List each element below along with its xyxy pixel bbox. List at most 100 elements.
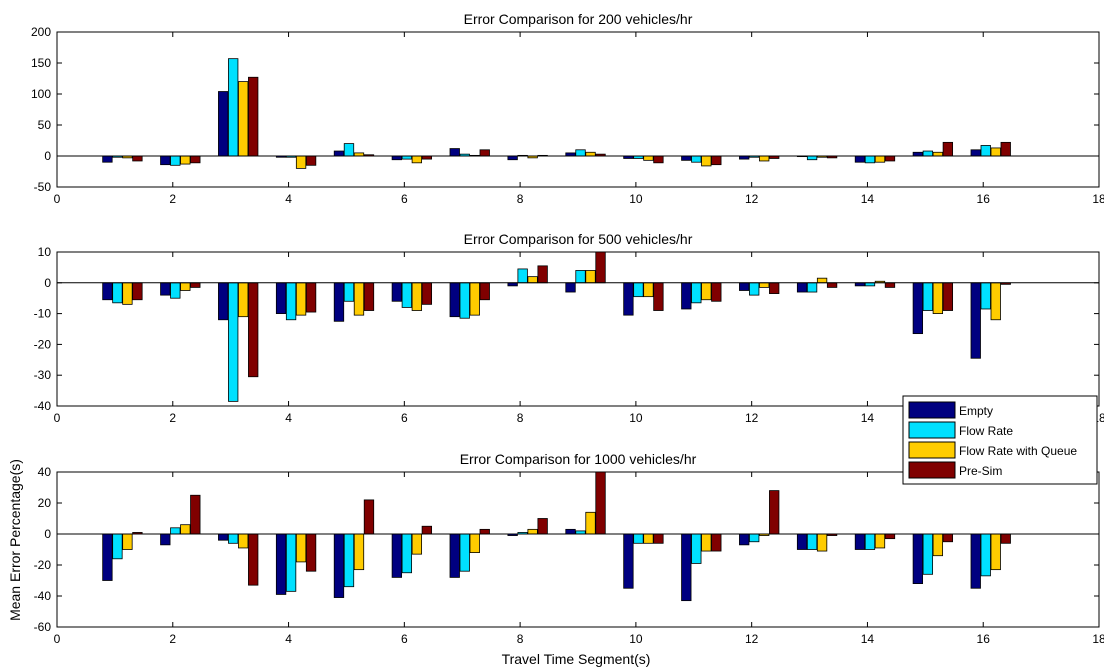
bar-flow-rate-with-queue-seg-4: [295, 155, 307, 169]
bar-empty-seg-9: [565, 282, 576, 293]
x-tick-label: 12: [745, 192, 759, 206]
y-tick-label: 200: [31, 25, 51, 39]
x-tick-label: 8: [517, 411, 524, 425]
y-axis-label: Mean Error Percentage(s): [7, 459, 23, 621]
chart-title: Error Comparison for 200 vehicles/hr: [464, 11, 693, 27]
x-tick-label: 0: [54, 192, 61, 206]
x-tick-label: 2: [169, 411, 176, 425]
bar-flow-rate-seg-5: [343, 282, 355, 302]
bar-flow-rate-seg-13: [806, 155, 818, 161]
bar-empty-seg-14: [854, 155, 866, 163]
bar-pre-sim-seg-3: [248, 282, 259, 378]
bar-flow-rate-seg-5: [343, 533, 355, 588]
bar-flow-rate-with-queue-seg-7: [469, 282, 480, 316]
x-tick-label: 14: [861, 192, 875, 206]
legend-swatch: [908, 421, 956, 439]
chart-panel-1: Error Comparison for 200 vehicles/hr 0 2 4 6…: [31, 11, 1104, 206]
bar-empty-seg-14: [854, 533, 866, 550]
bar-flow-rate-with-queue-seg-11: [701, 533, 712, 552]
bar-flow-rate-seg-14: [864, 155, 876, 164]
bar-flow-rate-seg-11: [691, 533, 702, 564]
x-tick-label: 8: [517, 192, 524, 206]
bar-flow-rate-seg-6: [401, 533, 413, 574]
bar-flow-rate-with-queue-seg-4: [295, 533, 307, 563]
bar-empty-seg-8: [507, 155, 518, 161]
y-tick-label: -40: [34, 399, 52, 413]
bar-pre-sim-seg-4: [305, 155, 317, 166]
bar-empty-seg-15: [912, 533, 924, 584]
bar-flow-rate-with-queue-seg-12: [759, 282, 770, 288]
bar-empty-seg-2: [160, 155, 171, 166]
bar-pre-sim-seg-15: [942, 533, 954, 543]
bar-flow-rate-with-queue-seg-6: [411, 533, 423, 555]
bar-pre-sim-seg-2: [190, 155, 201, 164]
bar-empty-seg-16: [970, 149, 981, 157]
bar-flow-rate-with-queue-seg-2: [180, 282, 191, 291]
bar-pre-sim-seg-8: [537, 518, 548, 535]
bar-pre-sim-seg-15: [942, 282, 954, 311]
bar-empty-seg-13: [796, 533, 808, 550]
bar-empty-seg-5: [333, 533, 345, 598]
x-tick-label: 6: [401, 632, 408, 646]
y-tick-label: 50: [38, 118, 52, 132]
bar-flow-rate-seg-2: [170, 282, 181, 299]
bar-empty-seg-16: [970, 533, 981, 589]
bar-empty-seg-2: [160, 533, 171, 546]
bar-flow-rate-seg-8: [517, 268, 528, 284]
legend-swatch: [908, 461, 956, 479]
bar-flow-rate-with-queue-seg-10: [643, 282, 654, 298]
bar-pre-sim-seg-6: [421, 282, 433, 305]
x-tick-label: 18: [1092, 411, 1104, 425]
x-tick-label: 12: [745, 632, 759, 646]
bar-empty-seg-10: [623, 533, 634, 589]
bar-flow-rate-with-queue-seg-16: [990, 147, 1001, 157]
bar-flow-rate-with-queue-seg-2: [180, 155, 191, 165]
bar-flow-rate-seg-13: [806, 282, 818, 293]
bar-flow-rate-seg-1: [112, 533, 123, 560]
y-tick-label: -30: [34, 368, 52, 382]
bar-flow-rate-seg-4: [285, 282, 297, 321]
bar-pre-sim-seg-4: [305, 282, 317, 313]
bar-empty-seg-1: [102, 155, 113, 163]
bar-flow-rate-with-queue-seg-8: [527, 528, 538, 535]
bar-empty-seg-10: [623, 282, 634, 316]
bar-flow-rate-seg-10: [633, 282, 644, 298]
x-tick-label: 2: [169, 192, 176, 206]
bar-empty-seg-4: [275, 282, 287, 314]
bar-flow-rate-seg-13: [806, 533, 818, 550]
bar-empty-seg-3: [218, 282, 229, 321]
bar-pre-sim-seg-6: [421, 525, 433, 535]
y-tick-label: 40: [38, 465, 52, 479]
bar-pre-sim-seg-11: [711, 533, 722, 552]
y-tick-label: -20: [34, 337, 52, 351]
x-tick-label: 12: [745, 411, 759, 425]
legend-label: Pre-Sim: [959, 464, 1002, 478]
bar-empty-seg-15: [912, 282, 924, 335]
bar-pre-sim-seg-12: [769, 490, 780, 535]
chart-title: Error Comparison for 1000 vehicles/hr: [460, 451, 697, 467]
bar-flow-rate-seg-15: [922, 533, 934, 575]
bar-pre-sim-seg-8: [537, 265, 548, 284]
x-tick-label: 0: [54, 411, 61, 425]
bar-empty-seg-16: [970, 282, 981, 359]
bar-flow-rate-seg-11: [691, 155, 702, 163]
x-tick-label: 6: [401, 411, 408, 425]
bar-pre-sim-seg-13: [826, 282, 838, 288]
bar-empty-seg-11: [681, 533, 692, 602]
bar-flow-rate-with-queue-seg-9: [585, 511, 596, 535]
y-tick-label: 150: [31, 56, 51, 70]
bar-pre-sim-seg-10: [653, 533, 664, 544]
bar-flow-rate-seg-7: [459, 282, 470, 319]
bar-empty-seg-1: [102, 282, 113, 301]
bar-flow-rate-with-queue-seg-15: [932, 151, 944, 157]
panels-layer: Error Comparison for 200 vehicles/hr 0 2 4 6…: [31, 11, 1104, 646]
bar-flow-rate-seg-12: [749, 282, 760, 296]
bar-flow-rate-seg-3: [228, 282, 239, 402]
bar-flow-rate-with-queue-seg-10: [643, 155, 654, 161]
bar-flow-rate-with-queue-seg-7: [469, 533, 480, 554]
bar-empty-seg-6: [391, 155, 403, 161]
bar-pre-sim-seg-1: [132, 282, 143, 301]
x-tick-label: 8: [517, 632, 524, 646]
bar-empty-seg-11: [681, 155, 692, 161]
